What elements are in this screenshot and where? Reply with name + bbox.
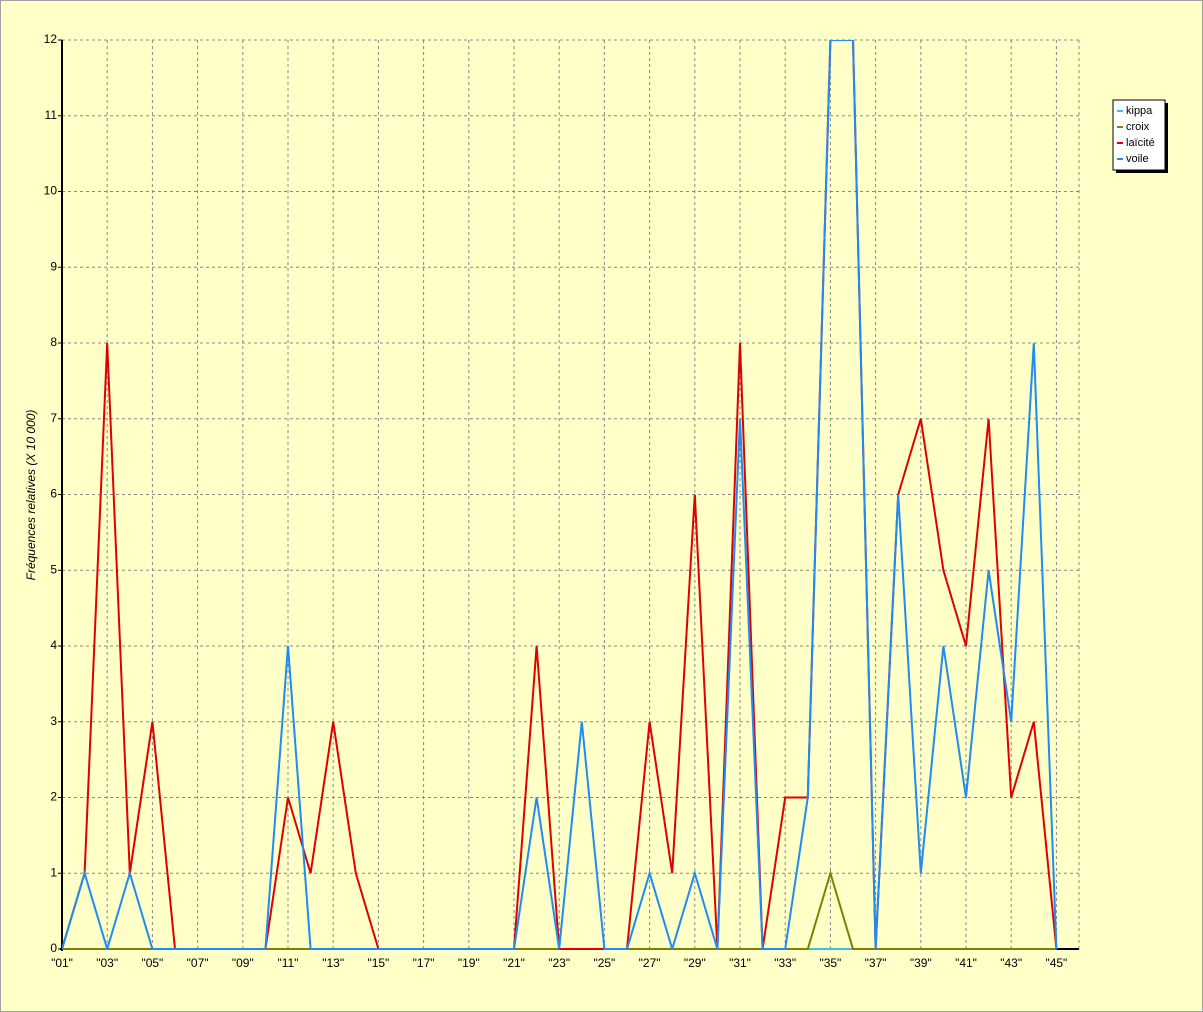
series-line [62, 40, 1058, 950]
x-tick-label: "29" [684, 956, 706, 970]
x-tick-label: "45" [1045, 956, 1067, 970]
x-tick-label: "11" [278, 956, 299, 970]
legend-label: voile [1126, 153, 1149, 165]
y-tick-label: 12 [44, 32, 58, 46]
y-tick-label: 9 [50, 259, 57, 273]
x-tick-label: "07" [187, 956, 209, 970]
x-tick-label: "43" [1000, 956, 1022, 970]
x-tick-label: "31" [729, 956, 751, 970]
x-tick-label: "37" [865, 956, 887, 970]
y-tick-label: 11 [45, 108, 58, 122]
y-tick-label: 6 [50, 487, 57, 501]
x-tick-label: "41" [955, 956, 977, 970]
y-tick-label: 2 [50, 790, 57, 804]
y-tick-label: 10 [44, 184, 58, 198]
x-tick-label: "21" [503, 956, 525, 970]
x-tick-label: "19" [458, 956, 480, 970]
x-tick-label: "27" [639, 956, 661, 970]
legend-label: kippa [1126, 105, 1153, 117]
y-axis-label: Fréquences relatives (X 10 000) [24, 410, 38, 581]
legend-label: laïcité [1126, 137, 1155, 149]
y-tick-label: 7 [50, 411, 57, 425]
y-tick-label: 8 [50, 335, 57, 349]
y-tick-label: 4 [50, 638, 57, 652]
x-tick-label: "05" [141, 956, 163, 970]
x-tick-label: "15" [367, 956, 389, 970]
x-tick-label: "33" [774, 956, 796, 970]
x-tick-label: "25" [593, 956, 615, 970]
y-tick-label: 5 [50, 562, 57, 576]
x-tick-label: "39" [910, 956, 932, 970]
y-tick-label: 1 [50, 865, 57, 879]
y-tick-label: 0 [50, 941, 57, 955]
x-tick-label: "03" [96, 956, 118, 970]
x-tick-label: "01" [51, 956, 73, 970]
x-tick-label: "35" [819, 956, 841, 970]
series-group [62, 40, 1058, 950]
x-tick-label: "09" [232, 956, 254, 970]
x-tick-label: "17" [413, 956, 435, 970]
x-tick-label: "23" [548, 956, 570, 970]
x-tick-label: "13" [322, 956, 344, 970]
y-tick-label: 3 [50, 714, 57, 728]
legend-label: croix [1126, 121, 1150, 133]
